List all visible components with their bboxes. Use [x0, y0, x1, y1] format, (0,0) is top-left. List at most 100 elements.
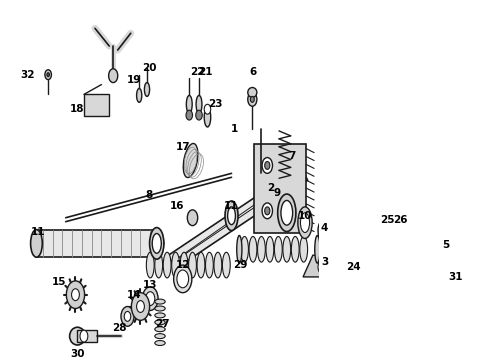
Bar	[84, 94, 109, 116]
Ellipse shape	[146, 292, 155, 306]
Ellipse shape	[121, 306, 134, 326]
Text: 31: 31	[449, 272, 463, 282]
Text: 30: 30	[70, 349, 85, 359]
Text: 3: 3	[321, 257, 328, 267]
Text: 1: 1	[231, 124, 239, 134]
Ellipse shape	[155, 299, 165, 304]
Ellipse shape	[155, 306, 165, 311]
Text: 19: 19	[127, 75, 141, 85]
Ellipse shape	[172, 252, 179, 278]
Ellipse shape	[152, 234, 161, 253]
Ellipse shape	[278, 194, 296, 231]
Circle shape	[45, 70, 51, 80]
Ellipse shape	[155, 313, 165, 318]
Text: 14: 14	[127, 290, 141, 300]
Polygon shape	[303, 255, 342, 277]
Text: 32: 32	[21, 70, 35, 80]
Ellipse shape	[225, 201, 238, 230]
Bar	[36, 230, 157, 257]
Ellipse shape	[390, 225, 398, 240]
Ellipse shape	[222, 252, 230, 278]
Text: 23: 23	[208, 99, 222, 109]
Ellipse shape	[292, 237, 299, 262]
Circle shape	[457, 302, 461, 307]
Ellipse shape	[155, 334, 165, 339]
Ellipse shape	[228, 207, 235, 225]
Ellipse shape	[163, 252, 171, 278]
Ellipse shape	[274, 237, 282, 262]
Ellipse shape	[300, 237, 308, 262]
Bar	[254, 144, 306, 233]
Ellipse shape	[249, 237, 257, 262]
Circle shape	[66, 281, 85, 309]
Ellipse shape	[70, 327, 85, 345]
Circle shape	[319, 226, 326, 235]
Circle shape	[454, 297, 465, 312]
Circle shape	[262, 158, 272, 173]
Circle shape	[131, 293, 149, 320]
Circle shape	[265, 207, 270, 215]
Ellipse shape	[155, 320, 165, 325]
Ellipse shape	[173, 265, 192, 293]
Ellipse shape	[145, 82, 149, 96]
Text: 17: 17	[175, 142, 190, 152]
Circle shape	[262, 203, 272, 219]
Circle shape	[153, 238, 161, 249]
Text: 25: 25	[380, 215, 395, 225]
Circle shape	[186, 110, 193, 120]
Ellipse shape	[155, 341, 165, 346]
Circle shape	[47, 73, 49, 77]
Circle shape	[248, 93, 257, 106]
Text: 11: 11	[224, 201, 239, 211]
Text: 24: 24	[346, 262, 361, 272]
Circle shape	[109, 69, 118, 82]
Text: 2: 2	[267, 183, 274, 193]
Text: 13: 13	[143, 280, 157, 290]
Text: 26: 26	[393, 215, 408, 225]
Circle shape	[137, 301, 145, 312]
Text: 18: 18	[70, 104, 85, 114]
Ellipse shape	[177, 270, 189, 288]
Circle shape	[265, 162, 270, 170]
Ellipse shape	[283, 237, 291, 262]
Text: 8: 8	[146, 190, 152, 200]
Text: 9: 9	[273, 188, 281, 198]
Ellipse shape	[189, 252, 196, 278]
Text: 15: 15	[52, 277, 67, 287]
Text: 11: 11	[31, 226, 46, 237]
Ellipse shape	[143, 287, 158, 310]
Ellipse shape	[124, 311, 131, 321]
Text: 21: 21	[198, 67, 213, 77]
Ellipse shape	[300, 213, 310, 233]
Text: 12: 12	[175, 260, 190, 270]
Ellipse shape	[155, 252, 163, 278]
Circle shape	[250, 96, 254, 102]
Text: 29: 29	[233, 260, 247, 270]
Ellipse shape	[241, 237, 248, 262]
Ellipse shape	[204, 107, 211, 127]
Circle shape	[196, 110, 202, 120]
Text: 5: 5	[442, 240, 450, 250]
Ellipse shape	[180, 252, 188, 278]
Text: 28: 28	[112, 323, 126, 333]
Ellipse shape	[281, 201, 293, 225]
Ellipse shape	[298, 207, 312, 238]
Circle shape	[80, 330, 88, 342]
Circle shape	[187, 210, 197, 226]
Polygon shape	[169, 166, 308, 269]
Ellipse shape	[149, 228, 164, 259]
Ellipse shape	[147, 252, 154, 278]
Text: 10: 10	[298, 211, 312, 221]
Ellipse shape	[196, 95, 202, 113]
Ellipse shape	[151, 230, 163, 257]
Ellipse shape	[183, 144, 198, 177]
Text: 4: 4	[321, 222, 328, 233]
Ellipse shape	[248, 87, 257, 97]
Ellipse shape	[137, 89, 142, 102]
Bar	[77, 330, 97, 342]
Text: 6: 6	[249, 67, 257, 77]
Ellipse shape	[237, 235, 242, 263]
Ellipse shape	[197, 252, 205, 278]
Text: 20: 20	[142, 63, 156, 73]
Ellipse shape	[186, 95, 192, 113]
